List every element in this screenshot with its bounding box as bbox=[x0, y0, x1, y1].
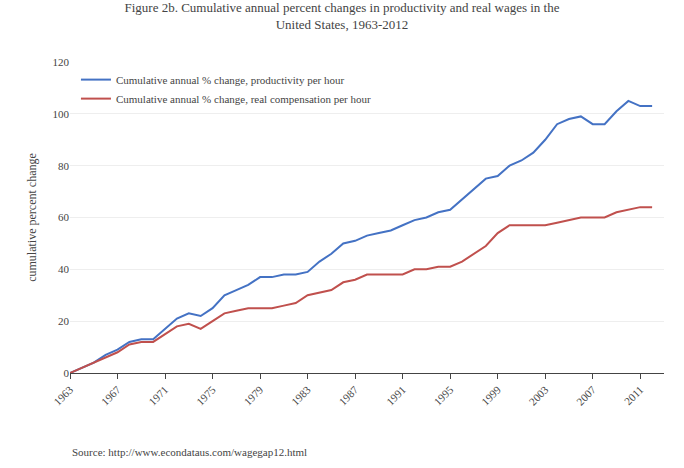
svg-text:60: 60 bbox=[58, 211, 70, 223]
svg-text:2011: 2011 bbox=[622, 384, 646, 408]
svg-text:1967: 1967 bbox=[99, 383, 123, 407]
svg-text:120: 120 bbox=[53, 56, 70, 68]
svg-text:0: 0 bbox=[64, 367, 70, 379]
svg-text:40: 40 bbox=[58, 263, 70, 275]
svg-text:Source: http://www.econdataus.: Source: http://www.econdataus.com/wagega… bbox=[72, 446, 307, 458]
svg-text:2003: 2003 bbox=[526, 383, 550, 407]
svg-text:20: 20 bbox=[58, 315, 70, 327]
svg-text:1995: 1995 bbox=[431, 383, 455, 407]
svg-text:100: 100 bbox=[53, 108, 70, 120]
svg-text:1979: 1979 bbox=[241, 383, 265, 407]
svg-text:Cumulative annual % change, pr: Cumulative annual % change, productivity… bbox=[116, 74, 345, 86]
svg-text:1991: 1991 bbox=[384, 384, 408, 408]
svg-text:80: 80 bbox=[58, 160, 70, 172]
svg-text:2007: 2007 bbox=[574, 383, 598, 407]
svg-text:cumulative percent change: cumulative percent change bbox=[25, 153, 39, 282]
svg-text:1987: 1987 bbox=[336, 383, 360, 407]
svg-text:1963: 1963 bbox=[51, 383, 75, 407]
svg-text:1971: 1971 bbox=[146, 384, 170, 408]
svg-text:1983: 1983 bbox=[289, 383, 313, 407]
svg-text:Cumulative annual % change, re: Cumulative annual % change, real compens… bbox=[116, 93, 371, 105]
svg-text:Figure 2b. Cumulative annual p: Figure 2b. Cumulative annual percent cha… bbox=[124, 0, 559, 32]
svg-text:1999: 1999 bbox=[479, 383, 503, 407]
svg-text:1975: 1975 bbox=[194, 383, 218, 407]
